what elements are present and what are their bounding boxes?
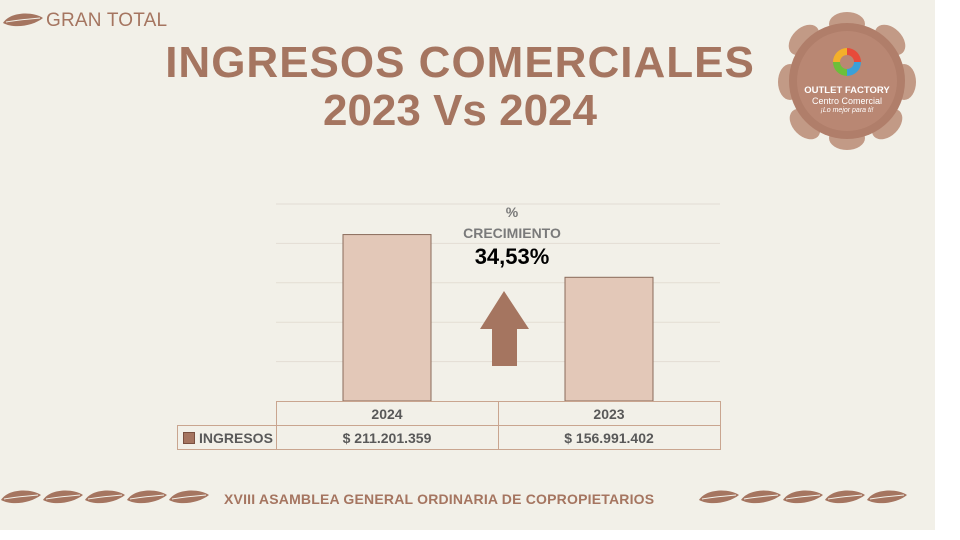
bar-2024 — [342, 234, 432, 402]
growth-caption: CRECIMIENTO — [463, 225, 561, 241]
series-name: INGRESOS — [199, 429, 273, 446]
leaf-ornament-icon — [3, 13, 43, 27]
logo-name: OUTLET FACTORY — [804, 85, 890, 96]
table-header-row: 2024 2023 — [177, 401, 721, 426]
growth-value: 34,53% — [474, 244, 550, 269]
page-subtitle: 2023 Vs 2024 — [322, 86, 598, 135]
legend-swatch — [183, 431, 195, 444]
arrow-up-icon — [480, 291, 529, 366]
page-title: INGRESOS COMERCIALES — [165, 38, 755, 87]
footer-text: XVIII ASAMBLEA GENERAL ORDINARIA DE COPR… — [224, 491, 655, 507]
outlet-factory-logo — [778, 12, 916, 150]
growth-percent-sign: % — [505, 204, 519, 220]
table-value-2023: $ 156.991.402 — [497, 425, 721, 450]
table-value-2024: $ 211.201.359 — [275, 425, 499, 450]
table-category-2023: 2023 — [497, 401, 721, 426]
table-category-2024: 2024 — [275, 401, 499, 426]
growth-label: % CRECIMIENTO — [440, 202, 584, 244]
section-label: GRAN TOTAL — [46, 10, 168, 31]
bar-2023 — [564, 276, 654, 402]
logo-text: OUTLET FACTORY Centro Comercial ¡Lo mejo… — [772, 86, 922, 116]
chart-bars — [342, 234, 654, 402]
chart-data-table: 2024 2023 INGRESOS $ 211.201.359 $ 156.9… — [177, 401, 721, 450]
table-row: INGRESOS $ 211.201.359 $ 156.991.402 — [177, 425, 721, 450]
logo-subtitle: Centro Comercial — [811, 96, 883, 106]
table-row-label: INGRESOS — [177, 425, 277, 450]
logo-tagline: ¡Lo mejor para ti! — [820, 107, 874, 114]
bar-chart — [276, 203, 720, 402]
slide: GRAN TOTAL INGRESOS COMERCIALES 2023 Vs … — [0, 0, 935, 530]
